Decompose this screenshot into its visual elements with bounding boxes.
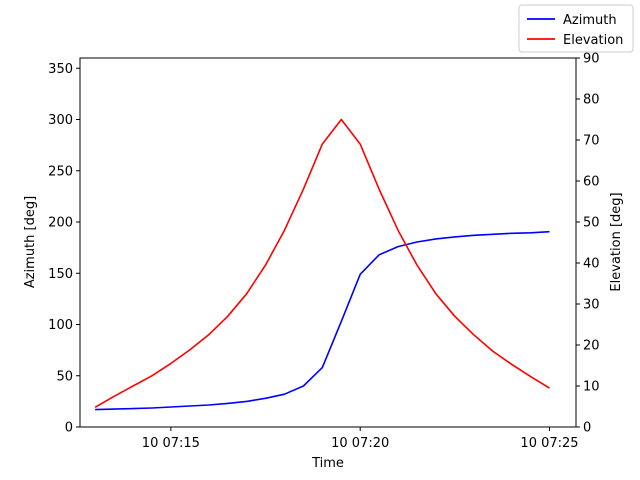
y-tick-label-right: 40 bbox=[583, 257, 600, 272]
y-tick-label-left: 50 bbox=[56, 369, 73, 384]
y-tick-label-left: 150 bbox=[48, 267, 73, 282]
x-axis-label: Time bbox=[311, 456, 344, 471]
y-tick-label-left: 0 bbox=[65, 421, 73, 436]
y-tick-label-left: 300 bbox=[48, 113, 73, 128]
y-tick-label-left: 350 bbox=[48, 62, 73, 77]
y-tick-label-right: 90 bbox=[583, 52, 600, 67]
legend-label-azimuth: Azimuth bbox=[563, 13, 617, 28]
x-tick-label: 10 07:25 bbox=[520, 436, 578, 451]
legend: Azimuth Elevation bbox=[518, 4, 634, 53]
y-tick-label-left: 250 bbox=[48, 164, 73, 179]
series-line-elevation bbox=[94, 118, 550, 408]
y-axis-label-left: Azimuth [deg] bbox=[23, 196, 38, 288]
legend-box bbox=[518, 4, 634, 53]
y-tick-label-right: 60 bbox=[583, 175, 600, 190]
x-tick-label: 10 07:15 bbox=[142, 436, 200, 451]
y-tick-label-left: 100 bbox=[48, 318, 73, 333]
y-tick-label-left: 200 bbox=[48, 216, 73, 231]
y-tick-label-right: 30 bbox=[583, 298, 600, 313]
series-line-azimuth bbox=[95, 230, 550, 411]
y-axis-label-right: Elevation [deg] bbox=[609, 192, 624, 291]
x-tick-label: 10 07:20 bbox=[331, 436, 389, 451]
y-tick-label-right: 70 bbox=[583, 134, 600, 149]
y-tick-label-right: 0 bbox=[583, 421, 591, 436]
y-tick-label-right: 20 bbox=[583, 339, 600, 354]
y-tick-label-right: 50 bbox=[583, 216, 600, 231]
y-tick-label-right: 10 bbox=[583, 380, 600, 395]
legend-label-elevation: Elevation bbox=[563, 33, 623, 48]
y-tick-label-right: 80 bbox=[583, 93, 600, 108]
plot-frame bbox=[79, 57, 577, 428]
